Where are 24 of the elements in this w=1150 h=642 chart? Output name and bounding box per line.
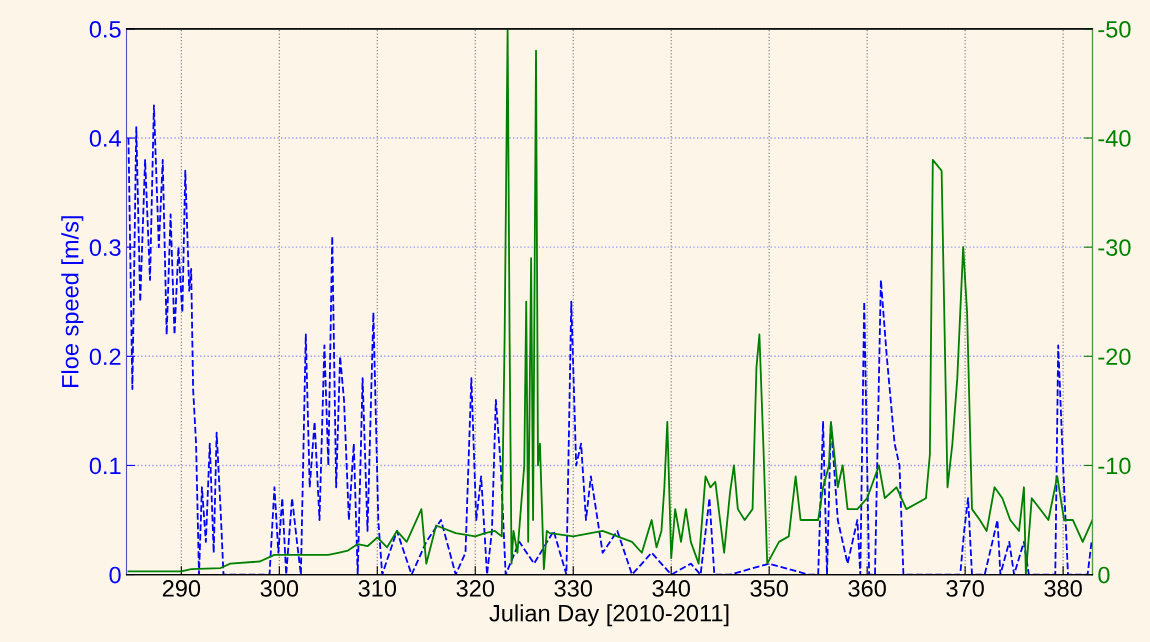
x-tick-label: 360 [848, 580, 886, 597]
y-tick-label: 0.4 [89, 130, 121, 147]
y2-tick-label: -30 [1098, 239, 1131, 256]
x-tick-label: 300 [260, 580, 299, 597]
y-tick-label: 0.1 [89, 457, 121, 475]
x-tick-label: 380 [1044, 580, 1082, 597]
y2-tick-label: 0 [1098, 566, 1110, 584]
y2-tick-label: -10 [1098, 457, 1131, 475]
y-tick-label: 0 [109, 566, 121, 584]
x-tick-label: 350 [750, 580, 788, 597]
x-axis-title: Julian Day [2010-2011] [489, 604, 729, 627]
x-tick-label: 340 [652, 580, 690, 597]
y2-tick-label: -50 [1098, 20, 1131, 38]
x-tick-label: 320 [456, 580, 495, 597]
x-tick-label: 370 [946, 580, 984, 597]
x-tick-label: 310 [358, 580, 397, 597]
y-tick-label: 0.2 [89, 348, 121, 366]
y-tick-label: 0.5 [89, 20, 121, 38]
y-axis-title: Floe speed [m/s] [61, 216, 84, 388]
y-tick-label: 0.3 [89, 239, 121, 256]
x-tick-label: 330 [554, 580, 593, 597]
x-tick-label: 290 [162, 580, 201, 597]
y2-tick-label: -40 [1098, 130, 1131, 147]
y2-tick-label: -20 [1098, 348, 1131, 366]
